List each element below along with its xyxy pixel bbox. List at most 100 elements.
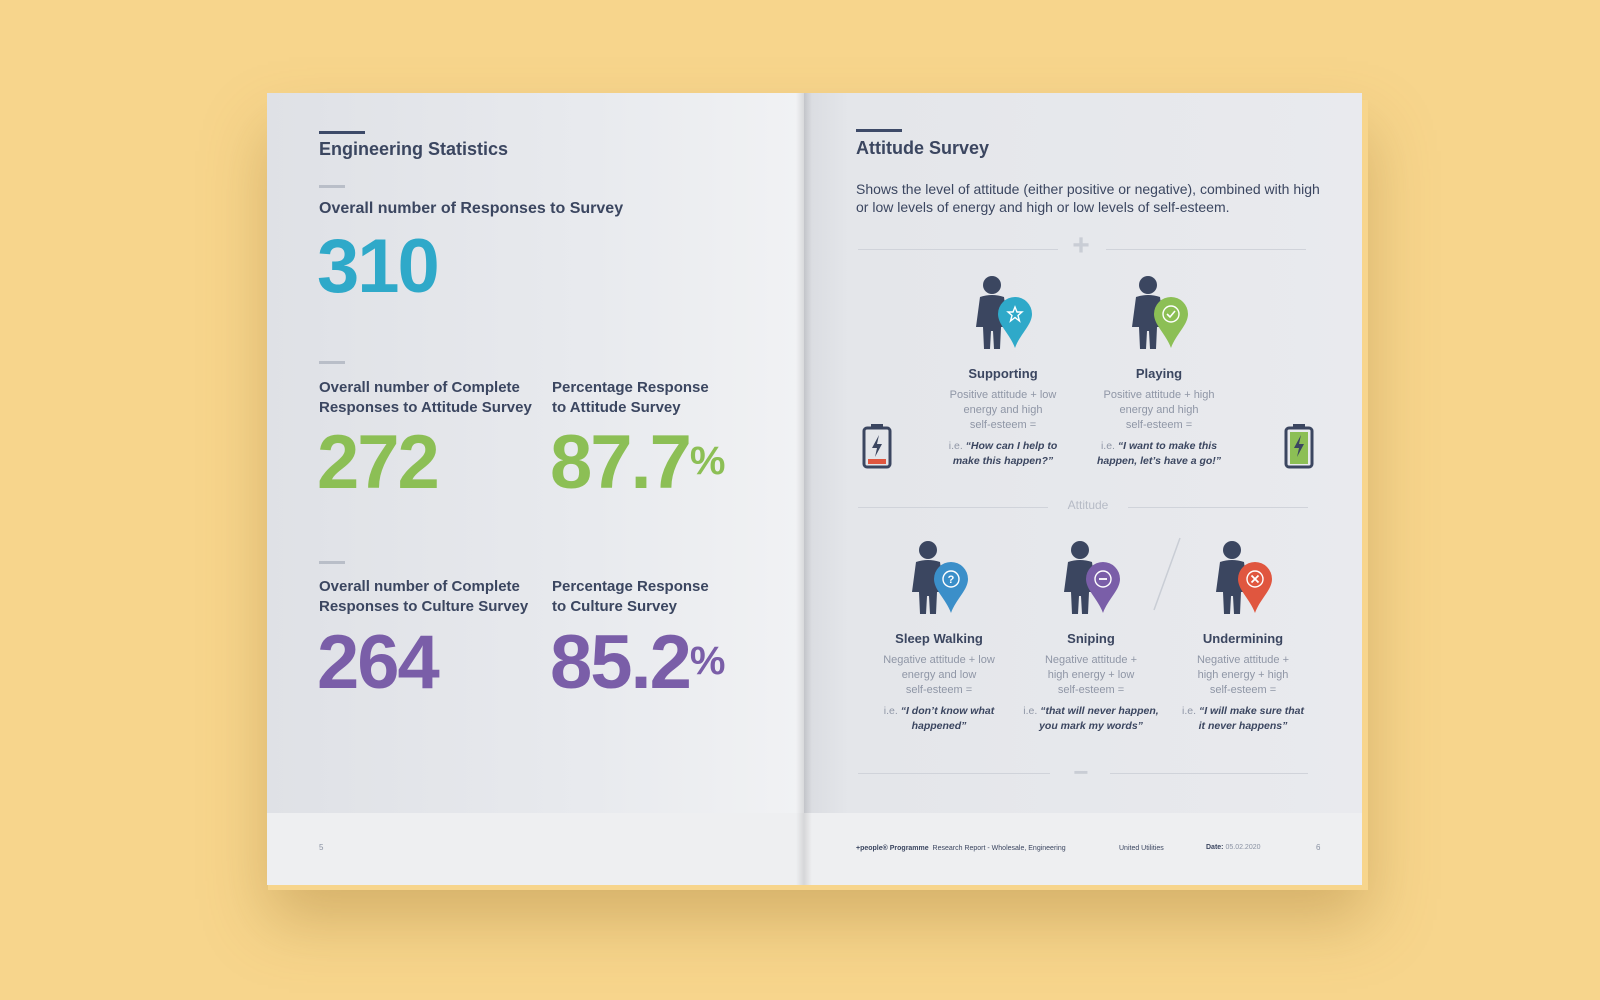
stat-label-line: to Culture Survey (552, 598, 678, 615)
divider-line (858, 773, 1050, 774)
description-line: energy and high (1119, 404, 1199, 416)
stat-value: 272 (317, 420, 440, 505)
ie-label: i.e. (883, 705, 898, 717)
booklet-spine (796, 93, 812, 885)
heading-accent-bar (856, 129, 902, 132)
stat-value: 87.7% (550, 423, 726, 503)
page-footer: +people® Programme Research Report - Who… (804, 813, 1362, 885)
ie-label: i.e. (1100, 440, 1115, 452)
stat-label: Overall number of Complete Responses to … (319, 577, 528, 617)
minus-icon: − (1073, 757, 1089, 787)
description-line: self-esteem = (1125, 419, 1193, 431)
page-number: 5 (319, 843, 324, 852)
footer-company: United Utilities (1119, 845, 1164, 852)
divider-line (1110, 773, 1308, 774)
divider-line (858, 507, 1048, 508)
description-line: Negative attitude + low (883, 654, 995, 666)
stat-label-line: Percentage Response (552, 578, 709, 595)
ie-label: i.e. (1182, 705, 1197, 717)
type-title: Sleep Walking (895, 631, 983, 646)
description-line: energy and low (901, 669, 977, 681)
stat-unit: % (689, 439, 726, 483)
stat-unit: % (689, 639, 726, 683)
stat-label: Percentage Response to Culture Survey (552, 577, 709, 617)
stat-value: 310 (317, 224, 440, 309)
section-divider (319, 561, 345, 564)
footer-programme: +people® Programme Research Report - Who… (856, 845, 1066, 852)
stat-value: 264 (317, 620, 440, 705)
type-quote: i.e. “that will never happen, you mark m… (1016, 704, 1166, 734)
description-line: energy and high (963, 404, 1043, 416)
page-description: Shows the level of attitude (either posi… (856, 181, 1320, 215)
page-title: Attitude Survey (856, 138, 990, 158)
type-title: Playing (1135, 366, 1183, 381)
report-title: Research Report - Wholesale, Engineering (932, 845, 1066, 852)
type-quote: i.e. “I want to make this happen, let’s … (1084, 439, 1234, 469)
check-icon (1132, 276, 1188, 349)
programme-name: +people® Programme (856, 845, 929, 852)
type-description: Positive attitude + high energy and high… (1084, 388, 1234, 433)
heading-accent-bar (319, 131, 365, 134)
type-title: Sniping (1067, 631, 1115, 646)
sniping-person-icon (1056, 538, 1126, 618)
battery-low-icon (862, 424, 892, 469)
separator-slash (1153, 537, 1181, 611)
stat-label-line: Responses to Culture Survey (319, 598, 529, 615)
page-title: Engineering Statistics (319, 139, 509, 159)
type-quote: i.e. “I don’t know what happened” (864, 704, 1014, 734)
description-line: self-esteem = (905, 684, 973, 696)
description-line: high energy + high (1197, 669, 1289, 681)
cross-icon (1216, 541, 1272, 614)
right-page: Attitude Survey Shows the level of attit… (804, 93, 1362, 885)
attitude-axis-label: Attitude (1067, 498, 1109, 512)
page-footer: 5 (267, 813, 804, 885)
divider-line (1106, 249, 1306, 250)
minus-icon (1064, 541, 1120, 614)
divider-line (858, 249, 1058, 250)
quote-line: happen, let’s have a go!” (1096, 455, 1222, 467)
type-description: Negative attitude + high energy + high s… (1168, 653, 1318, 698)
description-line: high energy + low (1047, 669, 1135, 681)
left-page: Engineering Statistics Overall number of… (267, 93, 804, 885)
type-description: Negative attitude + high energy + low se… (1016, 653, 1166, 698)
type-title: Supporting (968, 366, 1038, 381)
date-label: Date: (1206, 844, 1224, 851)
quote-line: happened” (911, 720, 967, 732)
undermining-person-icon (1208, 538, 1278, 618)
section-divider (319, 185, 345, 188)
playing-person-icon (1124, 273, 1194, 353)
type-description: Positive attitude + low energy and high … (928, 388, 1078, 433)
description-line: Positive attitude + high (1103, 389, 1215, 401)
description-line: self-esteem = (1057, 684, 1125, 696)
quote-line: make this happen?” (952, 455, 1054, 467)
stat-label-line: Overall number of Complete (319, 379, 520, 396)
type-quote: i.e. “How can I help to make this happen… (928, 439, 1078, 469)
quote-line: “that will never happen, (1040, 705, 1159, 717)
question-icon: ? (912, 541, 968, 614)
quote-line: you mark my words” (1039, 720, 1143, 732)
ie-label: i.e. (1023, 705, 1038, 717)
ie-label: i.e. (948, 440, 963, 452)
stat-number: 85.2 (550, 620, 692, 705)
description-line: Negative attitude + (1044, 654, 1138, 666)
sleep-walking-person-icon: ? (904, 538, 974, 618)
divider-line (1128, 507, 1308, 508)
type-title: Undermining (1202, 631, 1284, 646)
footer-date: Date: 05.02.2020 (1206, 844, 1261, 851)
description-line: Negative attitude + (1196, 654, 1290, 666)
date-value: 05.02.2020 (1225, 844, 1261, 851)
page-number: 6 (1316, 843, 1321, 852)
quote-line: “I don’t know what (900, 705, 995, 717)
type-description: Negative attitude + low energy and low s… (864, 653, 1014, 698)
stat-label-line: Overall number of Complete (319, 578, 520, 595)
supporting-person-icon (968, 273, 1038, 353)
description-line: Positive attitude + low (949, 389, 1057, 401)
stat-label: Percentage Response to Attitude Survey (552, 378, 709, 418)
quote-line: “How can I help to (965, 440, 1058, 452)
stat-label-line: Percentage Response (552, 379, 709, 396)
quote-line: “I will make sure that (1198, 705, 1304, 717)
stat-label-line: Responses to Attitude Survey (319, 399, 532, 416)
type-quote: i.e. “I will make sure that it never hap… (1168, 704, 1318, 734)
stat-label: Overall number of Complete Responses to … (319, 378, 532, 418)
stat-label-line: to Attitude Survey (552, 399, 681, 416)
